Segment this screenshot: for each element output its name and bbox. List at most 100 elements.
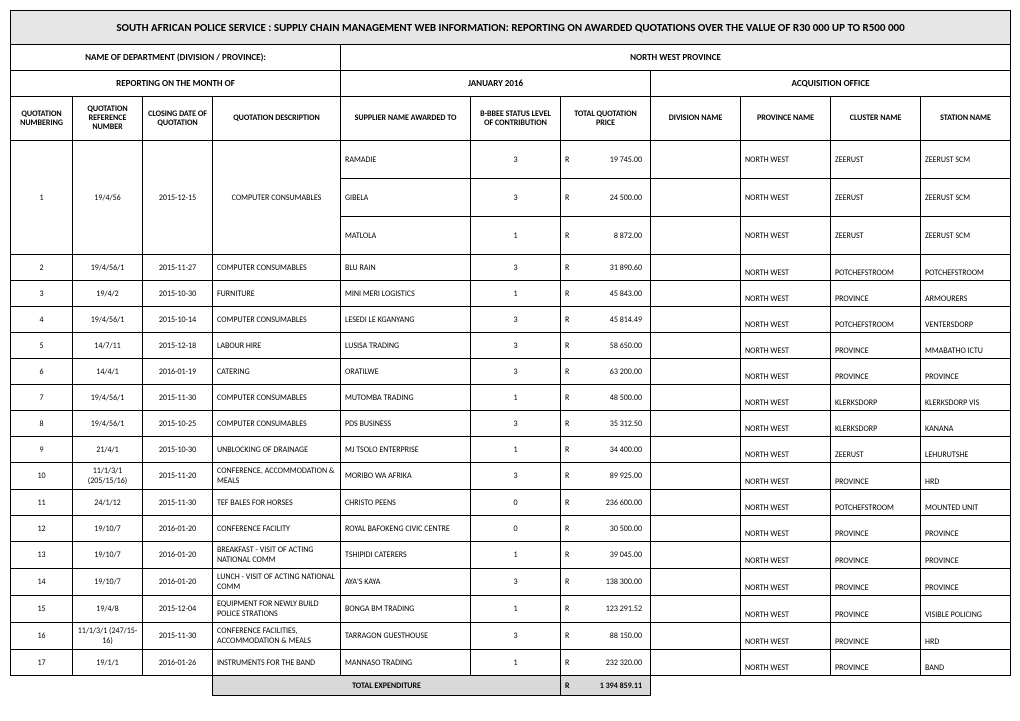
cell-desc: TEF BALES FOR HORSES <box>213 490 341 516</box>
cell-ref: 19/1/1 <box>73 650 143 676</box>
cell-station: HRD <box>921 463 1011 490</box>
cell-station: HRD <box>921 623 1011 650</box>
cell-num: 14 <box>11 569 73 596</box>
cell-station: ZEERUST SCM <box>921 179 1011 217</box>
cell-division <box>651 437 741 463</box>
col-cluster: CLUSTER NAME <box>831 97 921 141</box>
cell-num: 16 <box>11 623 73 650</box>
cell-province: NORTH WEST <box>741 217 831 255</box>
cell-date: 2015-11-30 <box>143 490 213 516</box>
col-province: PROVINCE NAME <box>741 97 831 141</box>
cell-price: R35 312.50 <box>561 411 651 437</box>
cell-bbee: 0 <box>471 516 561 542</box>
cell-supplier: MATLOLA <box>341 217 471 255</box>
cell-cluster: ZEERUST <box>831 141 921 179</box>
cell-province: NORTH WEST <box>741 385 831 411</box>
cell-station: KLERKSDORP VIS <box>921 385 1011 411</box>
cell-province: NORTH WEST <box>741 281 831 307</box>
cell-bbee: 1 <box>471 385 561 411</box>
cell-price: R236 600.00 <box>561 490 651 516</box>
cell-division <box>651 217 741 255</box>
cell-province: NORTH WEST <box>741 596 831 623</box>
table-row: 319/4/22015-10-30FURNITUREMINI MERI LOGI… <box>11 281 1011 307</box>
cell-bbee: 1 <box>471 281 561 307</box>
table-row: 514/7/112015-12-18LABOUR HIRELUSISA TRAD… <box>11 333 1011 359</box>
cell-ref: 14/4/1 <box>73 359 143 385</box>
cell-supplier: MINI MERI LOGISTICS <box>341 281 471 307</box>
cell-num: 15 <box>11 596 73 623</box>
cell-num: 1 <box>11 141 73 255</box>
cell-province: NORTH WEST <box>741 542 831 569</box>
cell-supplier: ROYAL BAFOKENG CIVIC CENTRE <box>341 516 471 542</box>
cell-date: 2016-01-19 <box>143 359 213 385</box>
cell-desc: CONFERENCE FACILITY <box>213 516 341 542</box>
cell-division <box>651 623 741 650</box>
cell-num: 6 <box>11 359 73 385</box>
cell-bbee: 1 <box>471 542 561 569</box>
col-bbee: B-BBEE STATUS LEVEL OF CONTRIBUTION <box>471 97 561 141</box>
cell-division <box>651 359 741 385</box>
cell-price: R138 300.00 <box>561 569 651 596</box>
cell-desc: COMPUTER CONSUMABLES <box>213 385 341 411</box>
table-row: 1124/1/122015-11-30TEF BALES FOR HORSESC… <box>11 490 1011 516</box>
cell-ref: 19/4/56 <box>73 141 143 255</box>
total-currency: R <box>565 681 570 691</box>
cell-division <box>651 463 741 490</box>
cell-ref: 19/4/56/1 <box>73 255 143 281</box>
cell-ref: 19/4/56/1 <box>73 307 143 333</box>
cell-station: LEHURUTSHE <box>921 437 1011 463</box>
cell-station: PROVINCE <box>921 569 1011 596</box>
col-closing-date: CLOSING DATE OF QUOTATION <box>143 97 213 141</box>
cell-province: NORTH WEST <box>741 411 831 437</box>
cell-date: 2015-12-04 <box>143 596 213 623</box>
cell-desc: CATERING <box>213 359 341 385</box>
cell-desc: FURNITURE <box>213 281 341 307</box>
cell-division <box>651 516 741 542</box>
total-label: TOTAL EXPENDITURE <box>213 676 561 696</box>
table-row: 419/4/56/12015-10-14COMPUTER CONSUMABLES… <box>11 307 1011 333</box>
cell-supplier: ORATILWE <box>341 359 471 385</box>
cell-price: R30 500.00 <box>561 516 651 542</box>
cell-supplier: AYA'S KAYA <box>341 569 471 596</box>
cell-supplier: LESEDI LE KGANYANG <box>341 307 471 333</box>
cell-price: R89 925.00 <box>561 463 651 490</box>
cell-price: R48 500.00 <box>561 385 651 411</box>
cell-bbee: 3 <box>471 333 561 359</box>
cell-ref: 19/4/56/1 <box>73 411 143 437</box>
table-row: 921/4/12015-10-30UNBLOCKING OF DRAINAGEM… <box>11 437 1011 463</box>
cell-cluster: KLERKSDORP <box>831 411 921 437</box>
cell-bbee: 3 <box>471 411 561 437</box>
cell-bbee: 3 <box>471 255 561 281</box>
cell-ref: 19/10/7 <box>73 569 143 596</box>
dept-row: NAME OF DEPARTMENT (DIVISION / PROVINCE)… <box>11 45 1011 71</box>
cell-ref: 14/7/11 <box>73 333 143 359</box>
cell-num: 7 <box>11 385 73 411</box>
table-row: 1719/1/12016-01-26INSTRUMENTS FOR THE BA… <box>11 650 1011 676</box>
cell-cluster: POTCHEFSTROOM <box>831 490 921 516</box>
cell-division <box>651 179 741 217</box>
cell-desc: UNBLOCKING OF DRAINAGE <box>213 437 341 463</box>
cell-supplier: TARRAGON GUESTHOUSE <box>341 623 471 650</box>
cell-division <box>651 333 741 359</box>
total-row: TOTAL EXPENDITURE R 1 394 859.11 <box>11 676 1011 696</box>
col-supplier: SUPPLIER NAME AWARDED TO <box>341 97 471 141</box>
cell-price: R8 872.00 <box>561 217 651 255</box>
cell-num: 13 <box>11 542 73 569</box>
cell-bbee: 3 <box>471 463 561 490</box>
cell-price: R45 843.00 <box>561 281 651 307</box>
cell-cluster: PROVINCE <box>831 516 921 542</box>
cell-bbee: 3 <box>471 307 561 333</box>
cell-station: VISIBLE POLICING <box>921 596 1011 623</box>
cell-bbee: 1 <box>471 650 561 676</box>
cell-station: ZEERUST SCM <box>921 217 1011 255</box>
cell-station: VENTERSDORP <box>921 307 1011 333</box>
cell-date: 2015-10-14 <box>143 307 213 333</box>
cell-desc: BREAKFAST - VISIT OF ACTING NATIONAL COM… <box>213 542 341 569</box>
col-price: TOTAL QUOTATION PRICE <box>561 97 651 141</box>
cell-date: 2015-11-20 <box>143 463 213 490</box>
table-row: 819/4/56/12015-10-25COMPUTER CONSUMABLES… <box>11 411 1011 437</box>
cell-supplier: TSHIPIDI CATERERS <box>341 542 471 569</box>
cell-supplier: PDS BUSINESS <box>341 411 471 437</box>
cell-bbee: 3 <box>471 179 561 217</box>
cell-division <box>651 385 741 411</box>
